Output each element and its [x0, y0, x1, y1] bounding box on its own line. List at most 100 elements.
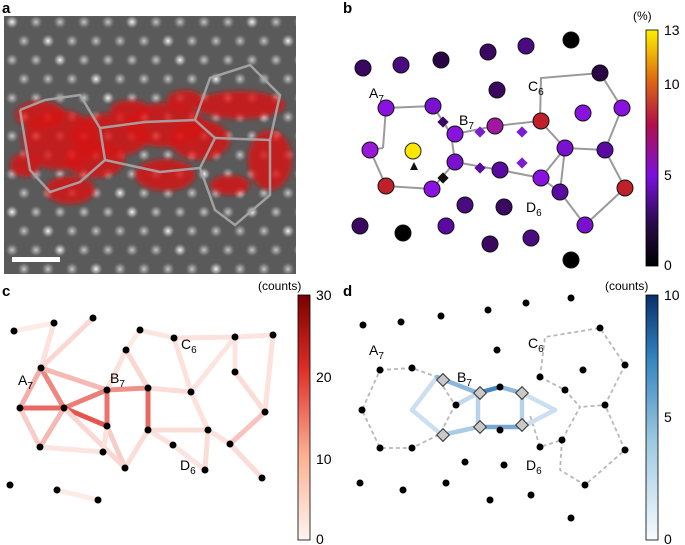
colorbar-b-tick-0: 0	[664, 257, 672, 273]
lattice-node-d-8	[493, 346, 501, 354]
transition-edge-22	[170, 442, 208, 473]
site-marker-25	[616, 179, 634, 197]
lattice-node-d-31	[461, 458, 469, 466]
transition-edge-17	[145, 385, 194, 395]
colorbar-d	[645, 294, 659, 541]
site-label-a7-sub: 7	[378, 94, 384, 105]
site-marker-11	[361, 141, 379, 159]
lattice-node-10	[144, 384, 152, 392]
atom-163	[172, 242, 188, 258]
svg-text:C6: C6	[181, 336, 197, 356]
lattice-node-d-16	[376, 444, 384, 452]
transition-edge-10	[17, 365, 44, 411]
transition-edge-2	[38, 315, 96, 371]
atom-168	[292, 243, 296, 257]
colorbar-b	[645, 29, 659, 267]
atom-28	[52, 52, 68, 68]
lattice-node-13	[169, 441, 177, 449]
atom-155	[304, 223, 320, 239]
atom-151	[208, 223, 224, 239]
site-label-c6-d-sub: 6	[538, 344, 544, 355]
interstitial-markers-d	[435, 372, 530, 443]
panel-c-letter: c	[2, 283, 10, 300]
atom-15	[64, 33, 80, 49]
atom-116	[292, 167, 296, 181]
lattice-node-d-15	[621, 361, 629, 369]
ring-bond-3	[558, 147, 627, 227]
transition-edges	[11, 315, 276, 503]
atom-176	[184, 261, 200, 274]
site-marker-5	[562, 31, 580, 49]
site-marker-17	[423, 180, 441, 198]
lattice-node-19	[269, 331, 277, 339]
transition-edge-9	[17, 405, 43, 450]
atom-26	[4, 52, 20, 68]
atom-166	[244, 242, 260, 258]
lattice-nodes-d	[356, 294, 629, 522]
site-label-b7-d-sub: 7	[466, 378, 472, 389]
atom-51	[304, 71, 320, 87]
site-marker-0	[354, 59, 372, 77]
atom-142	[292, 205, 296, 219]
site-label-c6-sub: 6	[538, 87, 544, 98]
interstitial-diamond-d-2	[514, 385, 530, 401]
atom-10	[244, 16, 260, 30]
signal-blob-8	[135, 159, 195, 191]
atom-37	[268, 52, 284, 68]
site-marker-2	[432, 51, 450, 69]
atom-46	[184, 71, 200, 87]
site-marker-20	[532, 169, 550, 187]
lattice-node-d-22	[558, 436, 566, 444]
lattice-node-d-12	[452, 401, 460, 409]
site-marker-28	[437, 217, 455, 235]
atom-100	[232, 147, 248, 163]
atom-22	[232, 33, 248, 49]
lattice-node-d-14	[561, 386, 569, 394]
colorbar-b-tick-13: 13	[664, 22, 680, 38]
transition-edge-36	[137, 327, 177, 341]
signal-blob-11	[210, 175, 250, 195]
transition-edge-27	[232, 369, 268, 415]
lattice-node-d-0	[359, 321, 367, 329]
atom-34	[196, 52, 212, 68]
atom-24	[280, 33, 296, 49]
lattice-node-17	[170, 334, 178, 342]
atom-2	[52, 16, 68, 30]
transition-edge-28	[227, 409, 268, 447]
atom-7	[172, 16, 188, 30]
site-marker-7	[424, 97, 442, 115]
dashed-rings	[361, 327, 627, 487]
atom-0	[4, 16, 20, 30]
lattice-node-d-17	[408, 444, 416, 452]
lattice-node-23	[258, 474, 266, 482]
site-label-d6-d-sub: 6	[536, 466, 542, 477]
atom-143	[16, 223, 32, 239]
transition-edge-6	[61, 387, 110, 411]
atom-181	[304, 261, 320, 277]
atom-137	[172, 204, 188, 220]
site-marker-33	[495, 198, 513, 216]
atom-11	[268, 16, 284, 30]
interstitial-diamond-d-1	[472, 385, 488, 401]
atom-178	[232, 261, 248, 274]
atom-138	[196, 204, 212, 220]
atom-130	[4, 204, 20, 220]
lattice-node-d-23	[581, 481, 589, 489]
lattice-node-d-24	[621, 446, 629, 454]
interstitial-diamond-d-0	[435, 372, 451, 388]
transition-edge-7	[61, 405, 110, 429]
atom-175	[160, 261, 176, 274]
hopping-edge-8	[409, 407, 445, 438]
lattice-node-d-30	[567, 514, 575, 522]
transition-edge-35	[123, 327, 143, 353]
atom-44	[136, 71, 152, 87]
lattice-node-6	[36, 443, 44, 451]
atom-169	[16, 261, 32, 274]
transition-edge-34	[54, 487, 101, 503]
transition-edge-32	[188, 334, 238, 395]
atom-45	[160, 71, 176, 87]
transition-edge-25	[232, 332, 276, 340]
lattice-node-d-5	[567, 294, 575, 302]
svg-text:A7: A7	[369, 85, 384, 105]
atom-147	[112, 223, 128, 239]
